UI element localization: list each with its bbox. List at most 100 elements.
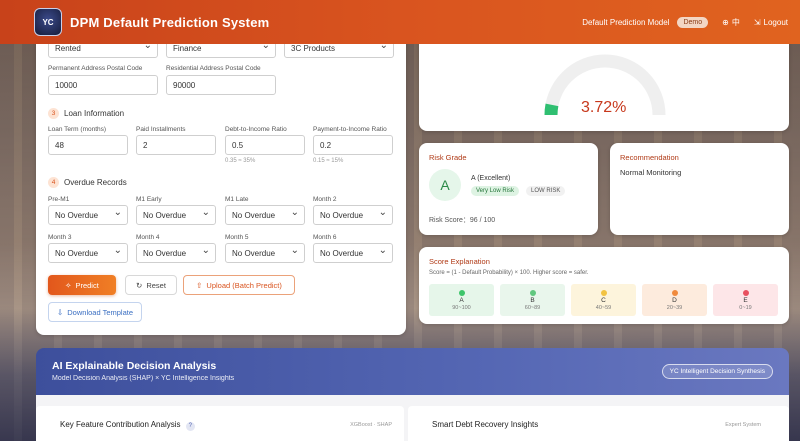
grade-d-range: 20~39 xyxy=(666,304,683,311)
pti-input[interactable]: 0.2 xyxy=(313,135,393,155)
month-4-label: Month 4 xyxy=(136,234,160,241)
default-probability-value: 3.72% xyxy=(581,99,627,116)
grade-b-dot xyxy=(529,289,536,296)
prediction-form-card: Rented Finance 3C Products Permanent Add… xyxy=(36,30,406,335)
month-3-label: Month 3 xyxy=(48,234,72,241)
grade-e-letter: E xyxy=(743,296,748,304)
loan-section-label: Loan Information xyxy=(64,109,125,118)
pre-m1-value: No Overdue xyxy=(55,211,99,220)
expert-system-tag: Expert System xyxy=(725,422,761,428)
overdue-section-label: Overdue Records xyxy=(64,178,127,187)
dti-label: Debt-to-Income Ratio xyxy=(225,126,287,133)
app-title: DPM Default Prediction System xyxy=(70,14,270,30)
help-icon[interactable]: ? xyxy=(185,422,195,431)
industry-select-value: Finance xyxy=(173,44,202,53)
month-5-select[interactable]: No Overdue xyxy=(225,243,305,263)
grade-letter-badge: A xyxy=(429,169,461,201)
m1-early-value: No Overdue xyxy=(143,211,187,220)
housing-select-value: Rented xyxy=(55,44,81,53)
ai-analysis-title: AI Explainable Decision Analysis xyxy=(52,360,217,372)
pti-label: Payment-to-Income Ratio xyxy=(313,126,387,133)
pre-m1-label: Pre-M1 xyxy=(48,196,70,203)
probability-gauge xyxy=(544,54,666,116)
overdue-section-number: 4 xyxy=(48,177,59,188)
pre-m1-select[interactable]: No Overdue xyxy=(48,205,128,225)
dti-input[interactable]: 0.5 xyxy=(225,135,305,155)
m1-late-select[interactable]: No Overdue xyxy=(225,205,305,225)
grade-d-dot xyxy=(671,289,678,296)
logout-icon: ⇲ xyxy=(753,17,761,27)
download-template-label: Download Template xyxy=(67,307,134,317)
recommendation-title: Recommendation xyxy=(620,153,679,162)
language-switch[interactable]: ⊕ 中 xyxy=(722,17,740,28)
demo-badge: Demo xyxy=(677,16,709,28)
month-2-label: Month 2 xyxy=(313,196,337,203)
download-template-button[interactable]: ⇩ Download Template xyxy=(48,302,142,322)
analysis-panels: Key Feature Contribution Analysis ? XGBo… xyxy=(36,395,789,441)
predict-button[interactable]: ✧ Predict xyxy=(48,275,116,295)
month-4-select[interactable]: No Overdue xyxy=(136,243,216,263)
logout-button[interactable]: ⇲ Logout xyxy=(754,18,788,27)
loan-section-number: 3 xyxy=(48,108,59,119)
header-actions: Default Prediction Model Demo ⊕ 中 ⇲ Logo… xyxy=(582,16,788,28)
month-3-select[interactable]: No Overdue xyxy=(48,243,128,263)
gauge-fill xyxy=(544,103,559,116)
month-5-label: Month 5 xyxy=(225,234,249,241)
m1-early-select[interactable]: No Overdue xyxy=(136,205,216,225)
month-5-value: No Overdue xyxy=(232,249,276,258)
feature-contribution-card: Key Feature Contribution Analysis ? XGBo… xyxy=(36,406,404,441)
grade-e-dot xyxy=(742,289,749,296)
loan-term-input[interactable]: 48 xyxy=(48,135,128,155)
pti-hint: 0.15 ≈ 15% xyxy=(313,158,344,164)
grade-a-dot xyxy=(458,289,465,296)
upload-batch-button[interactable]: ⇧ Upload (Batch Predict) xyxy=(183,275,295,295)
month-6-select[interactable]: No Overdue xyxy=(313,243,393,263)
risk-grade-title: Risk Grade xyxy=(429,153,467,162)
dti-value: 0.5 xyxy=(232,141,244,150)
grade-a-range: 90~100 xyxy=(452,304,471,311)
grade-a-letter: A xyxy=(459,296,464,304)
ai-analysis-banner: AI Explainable Decision Analysis Model D… xyxy=(36,348,789,395)
recommendation-text: Normal Monitoring xyxy=(620,168,682,177)
permanent-postal-input[interactable]: 10000 xyxy=(48,75,158,95)
paid-installments-input[interactable]: 2 xyxy=(136,135,216,155)
reset-button[interactable]: ↻ Reset xyxy=(125,275,177,295)
upload-icon: ⇧ xyxy=(196,280,203,290)
grade-box-a: A 90~100 xyxy=(429,284,494,316)
permanent-postal-label: Permanent Address Postal Code xyxy=(48,65,143,72)
debt-recovery-title: Smart Debt Recovery Insights xyxy=(432,420,539,429)
risk-level-chip: Very Low Risk xyxy=(471,186,520,196)
grade-e-range: 0~19 xyxy=(739,304,752,311)
residential-postal-input[interactable]: 90000 xyxy=(166,75,276,95)
grade-box-e: E 0~19 xyxy=(713,284,778,316)
language-label: 中 xyxy=(731,17,740,27)
month-3-value: No Overdue xyxy=(55,249,99,258)
score-explanation-title: Score Explanation xyxy=(429,257,490,266)
sparkle-icon: ✧ xyxy=(65,280,72,290)
month-6-value: No Overdue xyxy=(320,249,364,258)
residential-postal-value: 90000 xyxy=(173,81,196,90)
grade-d-letter: D xyxy=(672,296,677,304)
paid-installments-label: Paid Installments xyxy=(136,126,186,133)
m1-early-label: M1 Early xyxy=(136,196,162,203)
model-tag: XGBoost · SHAP xyxy=(350,422,392,428)
refresh-icon: ↻ xyxy=(136,280,143,290)
reset-label: Reset xyxy=(146,280,166,290)
grade-box-c: C 40~59 xyxy=(571,284,636,316)
month-2-select[interactable]: No Overdue xyxy=(313,205,393,225)
grade-b-range: 60~89 xyxy=(524,304,541,311)
app-logo: YC xyxy=(34,8,62,36)
logo-text: YC xyxy=(42,17,54,27)
paid-installments-value: 2 xyxy=(143,141,148,150)
permanent-postal-value: 10000 xyxy=(55,81,78,90)
grade-box-b: B 60~89 xyxy=(500,284,565,316)
grade-box-d: D 20~39 xyxy=(642,284,707,316)
month-4-value: No Overdue xyxy=(143,249,187,258)
score-formula: Score = (1 - Default Probability) × 100.… xyxy=(429,270,589,276)
score-explanation-card: Score Explanation Score = (1 - Default P… xyxy=(419,247,789,324)
download-icon: ⇩ xyxy=(56,307,64,317)
grade-c-letter: C xyxy=(601,296,606,304)
loan-term-label: Loan Term (months) xyxy=(48,126,107,133)
predict-label: Predict xyxy=(75,280,99,290)
risk-score-text: Risk Score：96 / 100 xyxy=(429,217,496,224)
